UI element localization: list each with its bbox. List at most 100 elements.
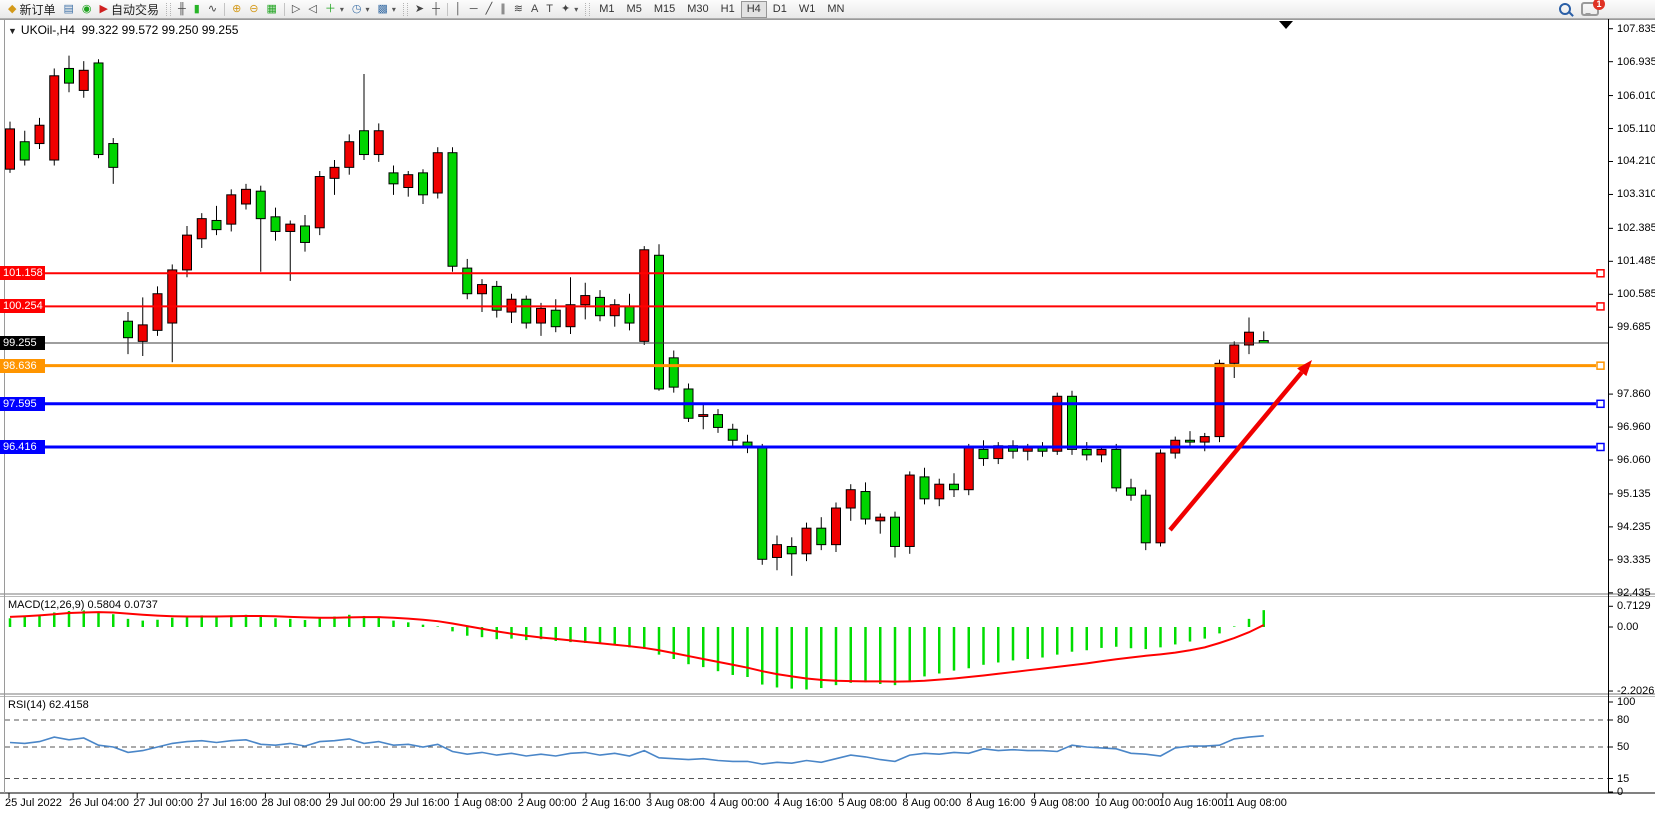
date-axis-label: 2 Aug 16:00 bbox=[581, 797, 641, 809]
candle bbox=[786, 537, 797, 576]
price-tag: 99.255 bbox=[0, 336, 45, 350]
candle bbox=[491, 280, 502, 318]
trendline-button[interactable]: ╱ bbox=[482, 1, 497, 18]
cursor-button[interactable]: ➤ bbox=[411, 1, 428, 18]
zoom-in-button[interactable]: ⊕ bbox=[228, 1, 245, 18]
date-axis-label: 27 Jul 00:00 bbox=[133, 797, 194, 809]
market-watch-icon: ▤ bbox=[63, 2, 74, 15]
timeframe-w1[interactable]: W1 bbox=[798, 2, 816, 15]
candle bbox=[403, 171, 414, 197]
rsi-scale-tick: 15 bbox=[1617, 772, 1630, 785]
price-scale-tick: 93.335 bbox=[1617, 553, 1651, 566]
price-scale-tick: 104.210 bbox=[1617, 155, 1655, 168]
trend-arrow[interactable] bbox=[1168, 370, 1304, 532]
candle bbox=[329, 160, 340, 195]
candle bbox=[182, 225, 192, 278]
tile-windows-button[interactable]: ▦ bbox=[263, 1, 281, 18]
crosshair-icon: ┼ bbox=[432, 2, 440, 15]
text-button[interactable]: A bbox=[527, 1, 542, 18]
candle bbox=[609, 299, 620, 327]
toolbar-separator bbox=[224, 2, 226, 16]
zoom-in-icon: ⊕ bbox=[232, 2, 242, 15]
templates-button[interactable]: ▩ ▾ bbox=[373, 1, 399, 18]
line-endpoint-handle[interactable] bbox=[1596, 399, 1605, 409]
date-axis-label: 27 Jul 16:00 bbox=[197, 797, 258, 809]
timeframe-m30[interactable]: M30 bbox=[687, 2, 709, 15]
channel-button[interactable]: ∥ bbox=[496, 1, 510, 18]
candle bbox=[521, 295, 532, 329]
notifications-icon[interactable]: 1 bbox=[1581, 0, 1605, 16]
candle bbox=[211, 205, 222, 236]
vertical-line-button[interactable]: │ bbox=[451, 1, 466, 18]
timeframe-d1[interactable]: D1 bbox=[772, 2, 787, 15]
line-endpoint-handle[interactable] bbox=[1596, 361, 1605, 370]
macd-scale-tick: 0.7129 bbox=[1617, 600, 1651, 613]
price-scale-tick: 105.110 bbox=[1617, 122, 1655, 135]
auto-trading-button[interactable]: ▶ 自动交易 bbox=[96, 1, 163, 18]
horizontal-line-button[interactable]: ─ bbox=[466, 1, 482, 18]
candle bbox=[772, 535, 782, 571]
date-axis-label: 26 Jul 04:00 bbox=[69, 797, 130, 809]
price-scale-tick: 99.685 bbox=[1617, 321, 1651, 334]
line-endpoint-handle[interactable] bbox=[1596, 269, 1605, 278]
new-order-icon: ◆ bbox=[8, 2, 17, 15]
candle bbox=[713, 409, 723, 433]
timeframe-m1[interactable]: M1 bbox=[599, 2, 615, 15]
candlestick-chart-button[interactable]: ▮ bbox=[190, 1, 204, 18]
vertical-line-icon: │ bbox=[454, 2, 462, 15]
profile-next-button[interactable]: ▷ bbox=[288, 1, 304, 18]
collapse-triangle-icon[interactable]: ▼ bbox=[8, 26, 17, 36]
candle bbox=[1185, 431, 1195, 448]
candle bbox=[845, 484, 856, 521]
price-scale-tick: 97.860 bbox=[1617, 388, 1651, 401]
price-scale-tick: 95.135 bbox=[1617, 487, 1651, 500]
candle bbox=[300, 214, 310, 252]
timeframe-m15[interactable]: M15 bbox=[653, 2, 676, 15]
line-endpoint-handle[interactable] bbox=[1596, 442, 1605, 452]
zoom-out-button[interactable]: ⊖ bbox=[245, 1, 262, 18]
add-indicator-icon: ＋ bbox=[324, 2, 336, 15]
timeframe-h4[interactable]: H4 bbox=[740, 0, 767, 18]
tile-windows-icon: ▦ bbox=[266, 2, 277, 15]
search-icon[interactable] bbox=[1559, 3, 1571, 15]
crosshair-button[interactable]: ┼ bbox=[428, 1, 444, 18]
notification-badge: 1 bbox=[1593, 0, 1605, 10]
candle bbox=[49, 68, 60, 166]
signals-button[interactable]: ◉ bbox=[78, 1, 96, 18]
periods-button[interactable]: ◷ ▾ bbox=[348, 1, 374, 18]
timeframe-m5[interactable]: M5 bbox=[626, 2, 642, 15]
add-indicator-button[interactable]: ＋ ▾ bbox=[321, 1, 348, 18]
candle bbox=[875, 513, 886, 534]
market-watch-button[interactable]: ▤ bbox=[59, 1, 77, 18]
profile-prev-button[interactable]: ◁ bbox=[304, 1, 320, 18]
candle bbox=[123, 312, 133, 355]
line-chart-button[interactable]: ∿ bbox=[204, 1, 221, 18]
candle bbox=[78, 61, 89, 98]
date-axis-label: 28 Jul 08:00 bbox=[261, 797, 322, 809]
bar-chart-button[interactable]: ╫ bbox=[174, 1, 190, 18]
candle bbox=[1126, 478, 1136, 501]
price-scale-tick: 100.585 bbox=[1617, 288, 1655, 301]
timeframe-mn[interactable]: MN bbox=[827, 2, 845, 15]
text-label-button[interactable]: T bbox=[542, 1, 557, 18]
candle bbox=[654, 244, 664, 391]
candle bbox=[1081, 442, 1092, 461]
price-scale-tick: 103.310 bbox=[1617, 188, 1655, 201]
date-axis-label: 8 Aug 00:00 bbox=[902, 797, 962, 809]
candle bbox=[344, 134, 355, 175]
macd-values: 0.5804 0.0737 bbox=[87, 599, 158, 611]
date-axis-label: 5 Aug 08:00 bbox=[838, 797, 898, 809]
chart-shift-marker-icon[interactable] bbox=[1279, 21, 1293, 29]
fibonacci-button[interactable]: ≋ bbox=[510, 1, 527, 18]
channel-icon: ∥ bbox=[500, 2, 506, 15]
timeframe-h1[interactable]: H1 bbox=[720, 2, 735, 15]
price-scale-tick: 92.435 bbox=[1617, 586, 1651, 599]
shapes-button[interactable]: ✦ ▾ bbox=[557, 1, 582, 18]
rsi-scale-tick: 50 bbox=[1617, 741, 1630, 753]
new-order-button[interactable]: ◆ 新订单 bbox=[4, 1, 59, 18]
candle bbox=[1214, 359, 1225, 443]
line-endpoint-handle[interactable] bbox=[1596, 302, 1605, 311]
candle bbox=[359, 73, 369, 161]
